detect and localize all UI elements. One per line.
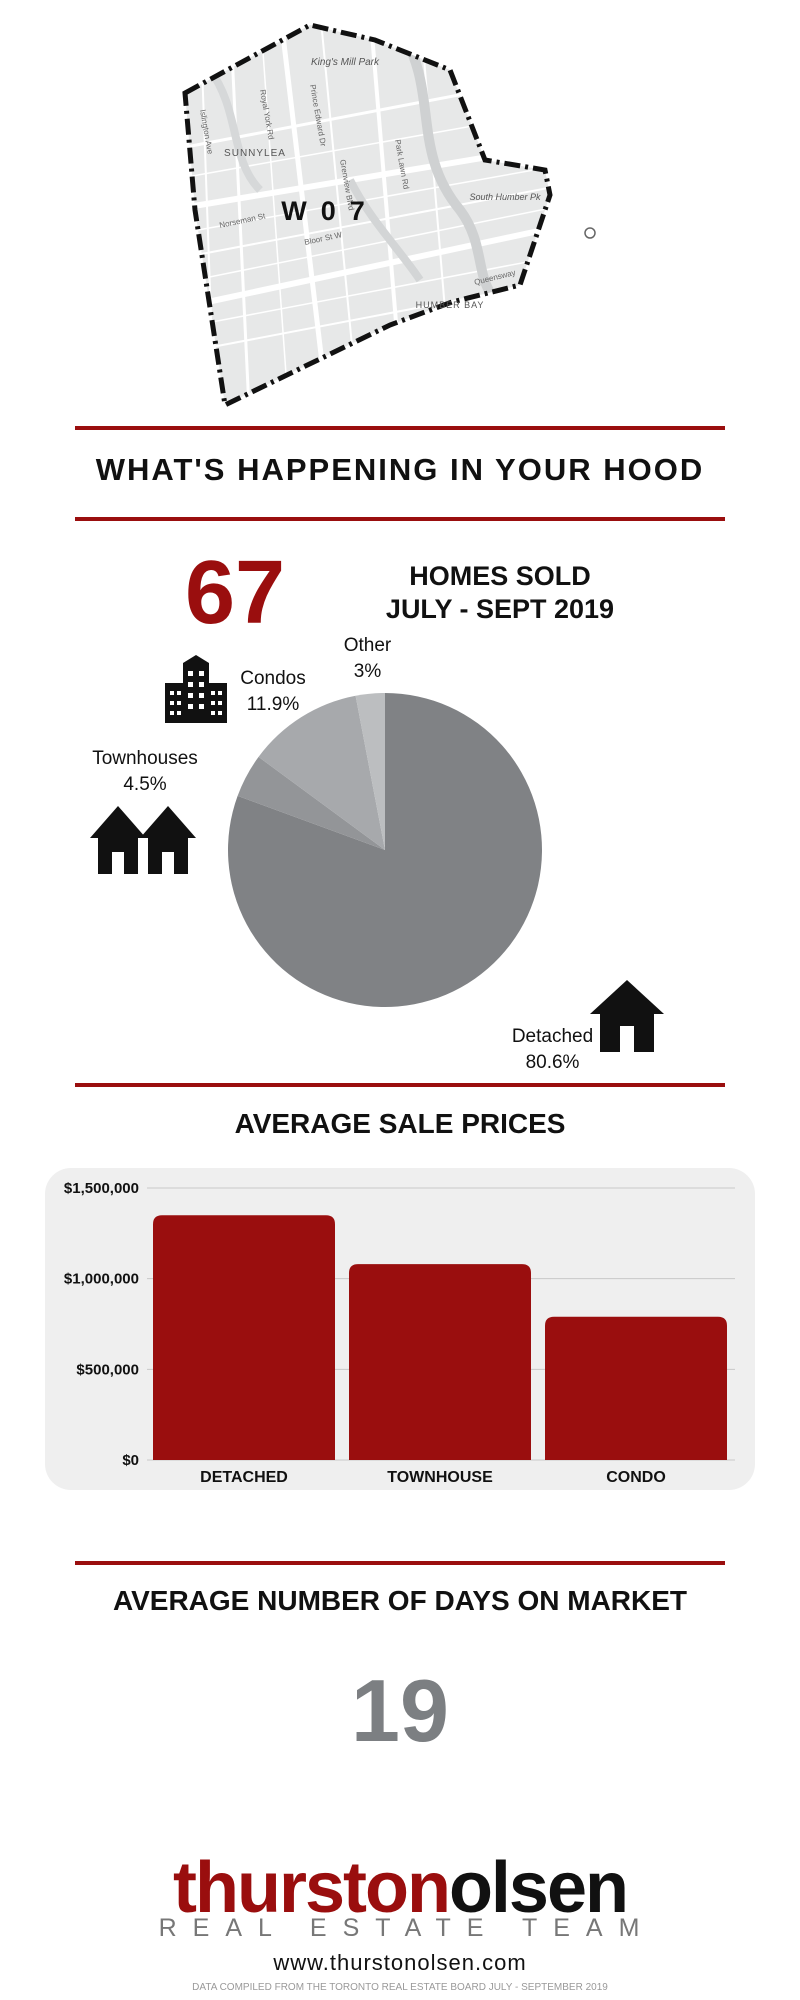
y-tick-label: $1,500,000 <box>64 1180 139 1197</box>
pie-label-detached-value: 80.6% <box>525 1052 580 1073</box>
district-map: King's Mill Park SUNNYLEA South Humber P… <box>170 10 650 420</box>
section-divider <box>75 426 725 430</box>
homes-sold-period: JULY - SEPT 2019 <box>385 594 615 624</box>
x-category-label: CONDO <box>606 1469 666 1486</box>
map-label-sunnylea: SUNNYLEA <box>224 148 286 159</box>
condo-building-icon <box>165 655 227 728</box>
homes-sold-title: HOMES SOLD <box>409 561 591 591</box>
pie-slice-condos <box>258 695 385 850</box>
map-label-south-humber: South Humber Pk <box>469 192 541 202</box>
x-category-label: TOWNHOUSE <box>387 1469 493 1486</box>
pie-label-detached-name: Detached <box>511 1026 594 1047</box>
pie-label-other-value: 3% <box>353 661 382 682</box>
homes-sold-label: HOMES SOLD JULY - SEPT 2019 <box>340 560 660 626</box>
y-tick-label: $0 <box>122 1452 139 1469</box>
pie-label-detached: Detached 80.6% <box>500 1024 605 1076</box>
section-divider <box>75 1083 725 1087</box>
days-on-market-value: 19 <box>351 1661 449 1760</box>
bar-townhouse <box>349 1264 531 1460</box>
pie-slice-townhouses <box>237 756 385 850</box>
map-label-park: King's Mill Park <box>311 57 380 68</box>
headline: WHAT'S HAPPENING IN YOUR HOOD <box>95 452 705 487</box>
y-tick-label: $500,000 <box>76 1361 139 1378</box>
pie-slice-other <box>355 693 385 850</box>
x-category-label: DETACHED <box>200 1469 288 1486</box>
average-price-chart-panel: $0 $500,000 $1,000,000 $1,500,000 DETACHED T… <box>45 1168 755 1490</box>
district-code: W07 <box>281 196 379 226</box>
map-label-humber-bay: HUMBER BAY <box>416 300 485 310</box>
section-divider <box>75 517 725 521</box>
y-tick-label: $1,000,000 <box>64 1271 139 1288</box>
pie-label-other: Other 3% <box>330 633 405 685</box>
detached-house-icon <box>590 978 664 1057</box>
pie-label-condos-name: Condos <box>240 668 306 689</box>
section-divider <box>75 1561 725 1565</box>
pie-label-townhouses-value: 4.5% <box>123 774 167 795</box>
bar-condo <box>545 1316 727 1460</box>
property-type-pie-chart <box>227 693 542 1007</box>
brand-name-part2: olsen <box>448 1848 629 1928</box>
pie-label-condos-value: 11.9% <box>246 694 300 715</box>
pie-label-townhouses: Townhouses 4.5% <box>80 746 210 798</box>
brand-tagline: REAL ESTATE TEAM <box>158 1914 656 1942</box>
pie-slice-detached <box>227 693 542 1007</box>
average-sale-prices-title: AVERAGE SALE PRICES <box>234 1108 566 1139</box>
brand-name-part1: thurston <box>173 1848 451 1928</box>
average-price-bar-chart: $0 $500,000 $1,000,000 $1,500,000 DETACHED T… <box>64 1180 735 1486</box>
townhouses-icon <box>90 800 196 879</box>
brand-logo: thurstonolsen <box>0 1848 800 1928</box>
website-link[interactable]: www.thurstonolsen.com <box>273 1950 527 1975</box>
homes-sold-count: 67 <box>184 543 286 643</box>
bar-detached <box>153 1215 335 1460</box>
pie-label-other-name: Other <box>343 635 392 656</box>
pie-label-townhouses-name: Townhouses <box>92 748 198 769</box>
map-landmark-icon <box>584 227 596 239</box>
data-source-note: DATA COMPILED FROM THE TORONTO REAL ESTA… <box>192 1982 608 1993</box>
pie-label-condos: Condos 11.9% <box>233 666 313 718</box>
days-on-market-title: AVERAGE NUMBER OF DAYS ON MARKET <box>112 1585 688 1616</box>
